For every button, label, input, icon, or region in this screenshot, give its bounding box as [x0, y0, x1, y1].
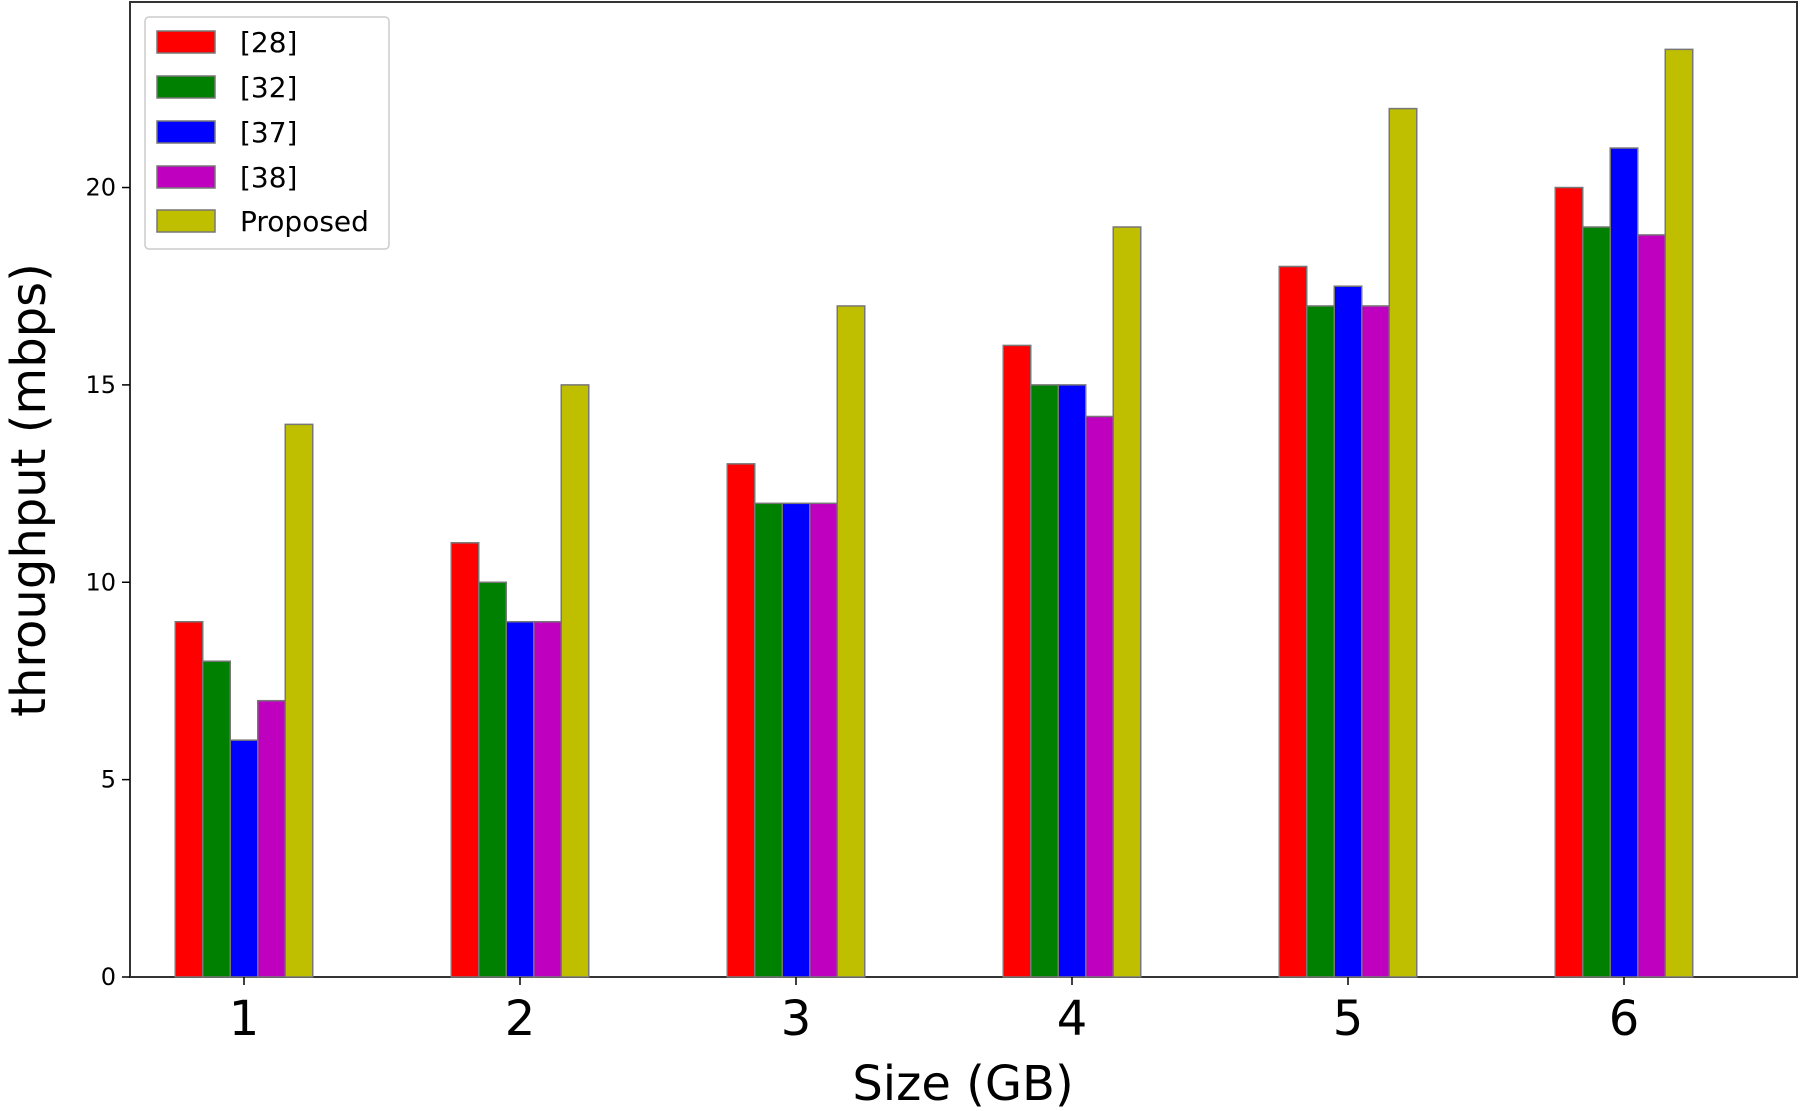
bar-28-6: [1554, 186, 1584, 978]
bar-38-4: [1085, 415, 1114, 978]
bar-37-2: [505, 620, 535, 978]
bar-proposed-2: [560, 384, 590, 978]
x-tick-label: 6: [1609, 991, 1640, 1047]
bar-28-5: [1278, 265, 1308, 978]
bar-38-2: [533, 620, 562, 978]
bar-32-5: [1306, 305, 1335, 978]
legend: [28] [32] [37] [38] Proposed: [144, 16, 390, 250]
bar-37-5: [1333, 285, 1363, 978]
legend-label-37: [37]: [240, 116, 297, 149]
bar-37-6: [1609, 147, 1639, 978]
bar-32-2: [478, 581, 507, 978]
x-axis-ticks: 1 2 3 4 5 6: [229, 977, 1640, 1047]
legend-swatch-32: [156, 75, 216, 99]
legend-label-28: [28]: [240, 26, 297, 59]
plot-area: [129, 1, 1798, 978]
bar-38-6: [1637, 234, 1666, 978]
y-tick-label: 20: [85, 174, 116, 202]
bar-37-3: [781, 502, 811, 978]
bar-32-6: [1582, 226, 1611, 978]
bar-37-1: [229, 739, 259, 978]
legend-label-proposed: Proposed: [240, 205, 369, 238]
legend-box: [144, 16, 390, 250]
bar-proposed-6: [1664, 48, 1694, 978]
x-axis-label: Size (GB): [852, 1056, 1073, 1111]
y-tick-label: 5: [101, 766, 116, 794]
legend-swatch-28: [156, 30, 216, 54]
x-tick-label: 1: [229, 991, 260, 1047]
bar-proposed-3: [836, 305, 866, 978]
legend-swatch-37: [156, 120, 216, 144]
bar-38-5: [1361, 305, 1390, 978]
bar-28-3: [726, 463, 756, 978]
y-axis-ticks: 0 5 10 15 20: [85, 174, 130, 991]
bar-32-4: [1030, 384, 1059, 978]
y-tick-label: 15: [85, 371, 116, 399]
x-tick-label: 4: [1057, 991, 1088, 1047]
x-tick-label: 3: [781, 991, 812, 1047]
bar-proposed-1: [284, 423, 314, 978]
legend-swatch-38: [156, 165, 216, 189]
bar-28-1: [174, 620, 204, 978]
legend-label-38: [38]: [240, 161, 297, 194]
bar-38-1: [257, 699, 286, 978]
bar-32-1: [202, 660, 231, 978]
bar-proposed-5: [1388, 107, 1418, 978]
legend-label-32: [32]: [240, 71, 297, 104]
y-tick-label: 0: [101, 963, 116, 991]
bar-proposed-4: [1112, 226, 1142, 978]
bar-32-3: [754, 502, 783, 978]
y-tick-label: 10: [85, 568, 116, 596]
bar-28-4: [1002, 344, 1032, 978]
bar-37-4: [1057, 384, 1087, 978]
bar-28-2: [450, 542, 480, 978]
bars-group: [174, 48, 1694, 978]
bar-38-3: [809, 502, 838, 978]
y-axis-label: throughput (mbps): [1, 263, 57, 717]
x-tick-label: 5: [1333, 991, 1364, 1047]
legend-swatch-proposed: [156, 209, 216, 233]
x-tick-label: 2: [505, 991, 536, 1047]
